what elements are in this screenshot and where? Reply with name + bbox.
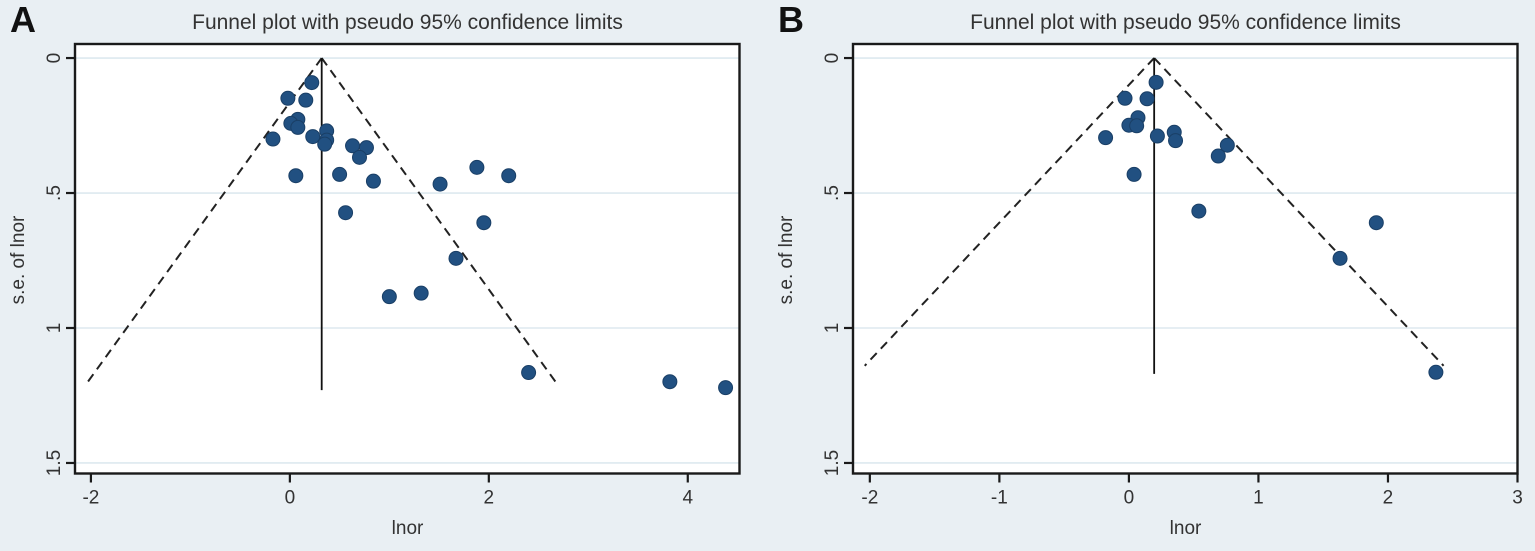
data-point <box>1332 250 1348 266</box>
data-point <box>332 166 348 182</box>
data-point <box>718 380 734 396</box>
x-tick-label: 4 <box>682 488 693 509</box>
data-point <box>1149 128 1165 144</box>
data-point <box>501 168 517 184</box>
data-point <box>1210 148 1226 164</box>
data-point <box>1191 203 1207 219</box>
data-point <box>265 131 281 147</box>
data-point <box>662 374 678 390</box>
data-point <box>1117 90 1133 106</box>
y-tick-label: 0 <box>44 53 65 64</box>
data-point <box>413 285 429 301</box>
x-tick-label: 0 <box>1124 488 1135 509</box>
panel-a-plot: 0 .5 1 1.5 -2 0 2 4 <box>44 42 741 509</box>
x-tick-label: 3 <box>1512 488 1523 509</box>
panel-a-x-axis-title: lnor <box>391 518 424 539</box>
data-point <box>288 168 304 184</box>
data-point <box>305 129 321 145</box>
data-point <box>1098 130 1114 146</box>
data-point <box>1368 215 1384 231</box>
x-tick-label: 0 <box>285 488 296 509</box>
x-tick-label: -2 <box>82 488 99 509</box>
data-point <box>1129 118 1145 134</box>
panel-b: B Funnel plot with pseudo 95% confidence… <box>768 0 1535 551</box>
data-point <box>304 75 320 91</box>
plot-area <box>853 44 1518 474</box>
x-tick-label: 1 <box>1253 488 1264 509</box>
data-point <box>352 149 368 165</box>
x-tick-label: 2 <box>1383 488 1394 509</box>
data-point <box>1126 166 1142 182</box>
y-tick-label: 1.5 <box>44 450 65 476</box>
data-point <box>476 215 492 231</box>
data-point <box>1219 137 1235 153</box>
panel-b-label: B <box>778 0 804 40</box>
confidence-limit-left <box>84 57 323 386</box>
data-point <box>448 250 464 266</box>
y-tick-label: 1 <box>822 323 843 334</box>
data-point <box>1139 91 1155 107</box>
data-point <box>338 205 354 221</box>
confidence-limit-right <box>320 57 559 386</box>
plot-area <box>75 44 740 474</box>
confidence-limit-right <box>1153 57 1445 367</box>
panel-b-title: Funnel plot with pseudo 95% confidence l… <box>970 11 1401 34</box>
data-point <box>521 365 537 381</box>
data-point <box>365 173 381 189</box>
data-point <box>317 136 333 152</box>
data-point <box>381 289 397 305</box>
plot-frame <box>73 42 741 475</box>
y-tick-label: .5 <box>822 185 843 201</box>
y-tick-label: .5 <box>44 185 65 201</box>
data-point <box>290 119 306 135</box>
panel-a-label: A <box>10 0 36 40</box>
data-point <box>469 159 485 175</box>
panel-b-x-axis-title: lnor <box>1169 518 1202 539</box>
x-tick-label: -1 <box>991 488 1008 509</box>
data-point <box>280 90 296 106</box>
data-point <box>432 176 448 192</box>
confidence-limit-left <box>864 57 1155 367</box>
y-tick-label: 1 <box>44 323 65 334</box>
x-tick-label: 2 <box>484 488 495 509</box>
panel-a: A Funnel plot with pseudo 95% confidence… <box>0 0 767 551</box>
data-point <box>298 92 314 108</box>
panel-a-title: Funnel plot with pseudo 95% confidence l… <box>192 11 623 34</box>
data-point <box>1428 364 1444 380</box>
y-tick-label: 0 <box>822 53 843 64</box>
plot-frame <box>851 42 1519 475</box>
x-tick-label: -2 <box>861 488 878 509</box>
y-tick-label: 1.5 <box>822 450 843 476</box>
panel-b-plot: 0 .5 1 1.5 -2 -1 0 1 2 3 <box>822 42 1523 509</box>
data-point <box>1148 74 1164 90</box>
data-point <box>1168 133 1184 149</box>
